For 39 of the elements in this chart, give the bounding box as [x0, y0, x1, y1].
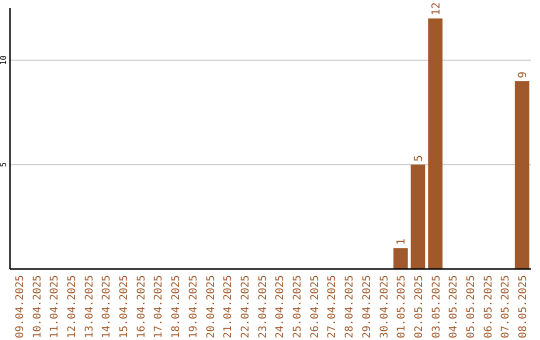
x-tick-label: 11.04.2025: [48, 275, 61, 338]
x-tick-label: 22.04.2025: [239, 275, 252, 338]
data-label: 9: [516, 71, 530, 78]
x-tick-label: 30.04.2025: [378, 275, 390, 338]
x-tick-label: 21.04.2025: [222, 275, 234, 338]
x-tick-label: 07.05.2025: [500, 275, 512, 338]
x-tick-label: 29.04.2025: [360, 275, 373, 338]
x-tick-label: 20.04.2025: [204, 275, 217, 338]
x-tick-label: 17.04.2025: [152, 275, 165, 338]
x-tick-label: 03.05.2025: [430, 275, 442, 338]
data-label: 1: [394, 238, 408, 246]
x-tick-label: 27.04.2025: [326, 275, 338, 338]
x-tick-label: 16.04.2025: [135, 275, 148, 338]
y-tick-label: 10: [0, 55, 8, 66]
x-tick-label: 24.04.2025: [274, 275, 286, 338]
x-tick-label: 06.05.2025: [482, 275, 494, 338]
bar: [393, 248, 408, 269]
x-tick-label: 12.04.2025: [66, 275, 78, 338]
x-tick-label: 10.04.2025: [31, 275, 44, 338]
x-tick-label: 02.05.2025: [412, 275, 425, 338]
x-tick-label: 19.04.2025: [187, 275, 200, 338]
x-tick-label: 28.04.2025: [344, 275, 356, 338]
bar: [514, 81, 530, 269]
x-tick-label: 14.04.2025: [100, 275, 113, 338]
x-tick-label: 13.04.2025: [83, 275, 96, 338]
x-tick-label: 26.04.2025: [308, 275, 321, 338]
x-tick-label: 05.05.2025: [465, 275, 478, 338]
data-label: 12: [429, 2, 442, 16]
x-tick-label: 09.04.2025: [14, 275, 26, 338]
x-tick-label: 01.05.2025: [396, 275, 408, 338]
data-label: 5: [412, 154, 425, 162]
x-tick-label: 04.05.2025: [448, 275, 460, 338]
x-tick-label: 25.04.2025: [292, 275, 304, 338]
x-tick-label: 23.04.2025: [256, 275, 269, 338]
x-tick-label: 15.04.2025: [118, 275, 130, 338]
bar: [428, 18, 443, 269]
bar: [410, 164, 426, 269]
x-tick-label: 08.05.2025: [517, 275, 530, 338]
x-tick-label: 18.04.2025: [170, 275, 182, 338]
